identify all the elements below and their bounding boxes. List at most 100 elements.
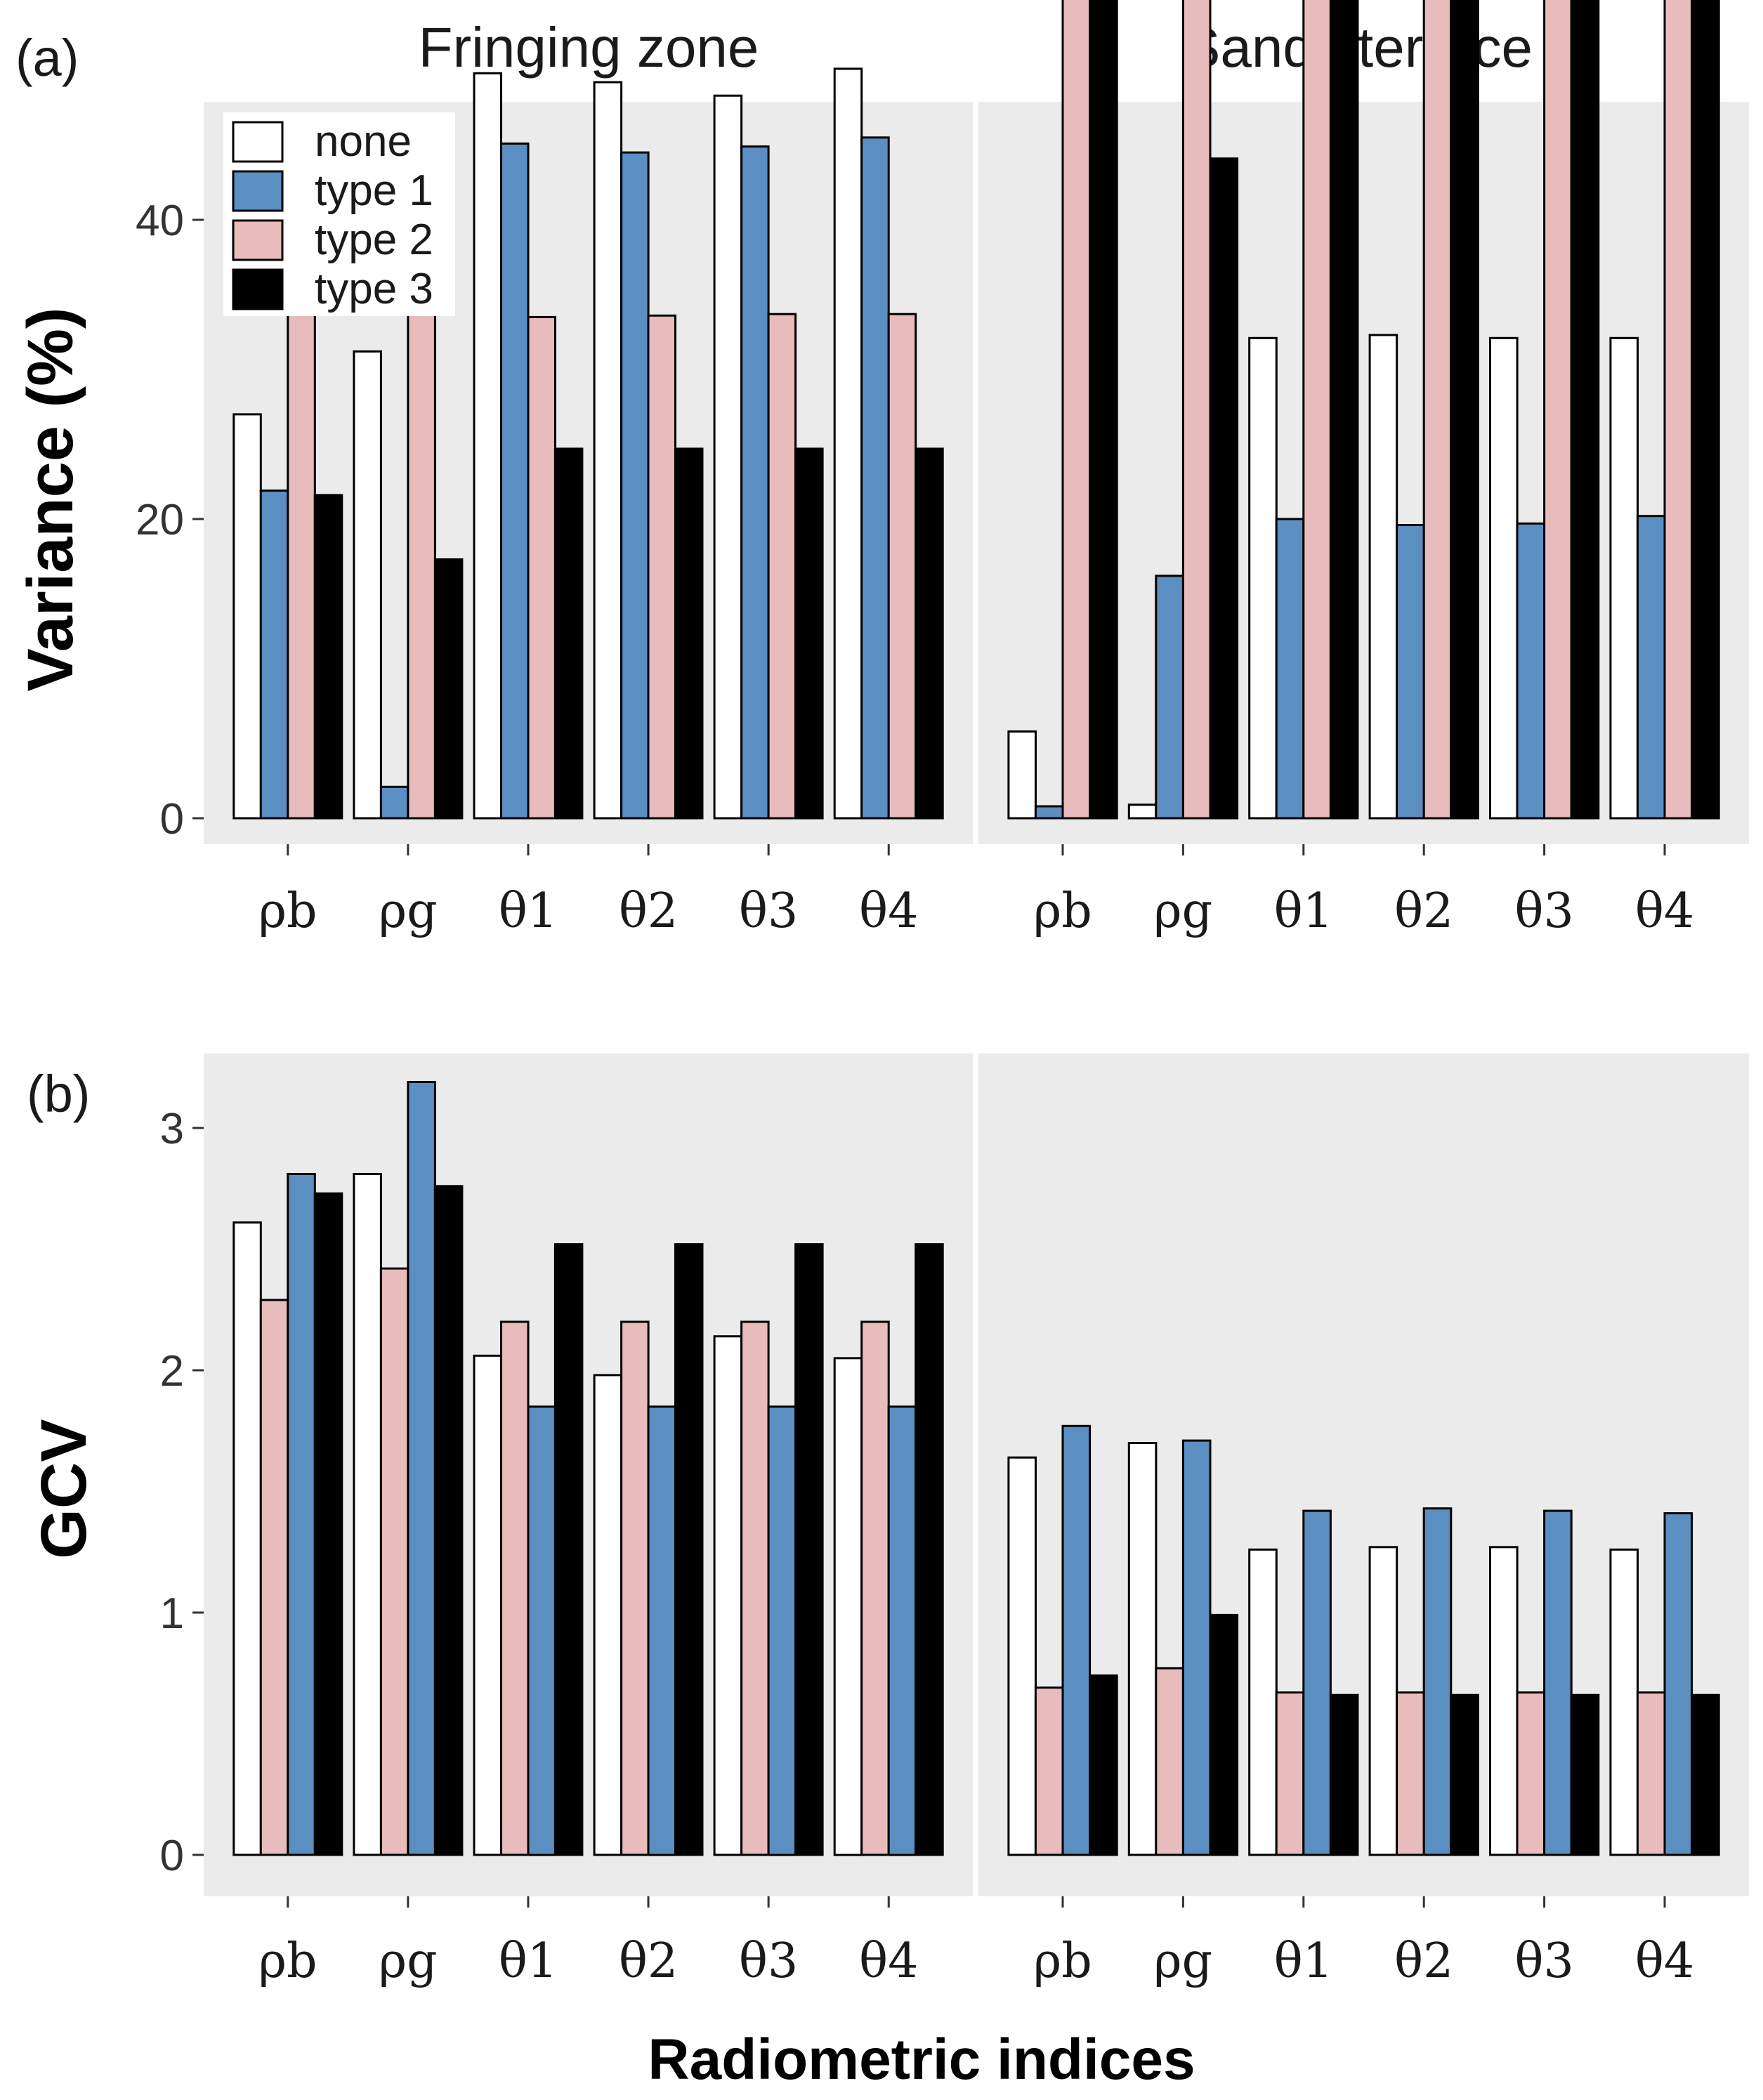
bar-type-3-theta3-fringing-zone (794, 447, 824, 820)
bar-type-2-theta1-sandy-terrace (1302, 0, 1332, 820)
bar-type-3-rhob-sandy-terrace (1089, 1674, 1118, 1856)
bar-type-3-theta4-sandy-terrace (1691, 1693, 1720, 1856)
bar-type-3-theta3-sandy-terrace (1570, 0, 1600, 820)
facet-fringing-zone-b: ρb ρg θ1 θ2 θ3 θ4 (204, 1054, 973, 1989)
y-tick-label: 20 (136, 496, 184, 544)
bar-none-rhog-fringing-zone (353, 1173, 382, 1856)
x-tick-label-theta1: θ1 (1274, 1934, 1333, 1989)
x-tick-label-theta4: θ4 (1635, 1934, 1694, 1989)
bar-type-1-theta2-sandy-terrace (1422, 1507, 1453, 1856)
bar-none-theta2-sandy-terrace (1368, 334, 1398, 820)
x-tick-label-rhob: ρb (258, 884, 317, 939)
bar-type-1-theta3-sandy-terrace (1516, 522, 1546, 820)
bar-none-theta3-sandy-terrace (1489, 336, 1519, 820)
x-tick-label-theta2: θ2 (619, 884, 678, 939)
bar-type-2-theta3-fringing-zone (767, 313, 797, 820)
legend-label-type-2: type 2 (315, 216, 433, 264)
bar-none-rhog-fringing-zone (353, 350, 382, 820)
bar-type-3-rhog-fringing-zone (433, 558, 464, 820)
bar-type-1-theta1-fringing-zone (500, 142, 530, 820)
bar-type-3-rhog-sandy-terrace (1209, 157, 1239, 820)
x-tick-label-theta4: θ4 (1635, 884, 1694, 939)
bar-type-1-theta1-sandy-terrace (1302, 1509, 1332, 1856)
variance-plot-area: ρbρgθ1θ2θ3θ4ρbρgθ1θ2θ3θ40204060 (136, 0, 1749, 939)
bar-type-2-theta1-sandy-terrace (1275, 1691, 1305, 1856)
bar-type-3-theta4-fringing-zone (915, 447, 944, 820)
x-tick-label-rhog: ρg (1154, 884, 1213, 939)
bar-type-1-theta3-sandy-terrace (1543, 1509, 1573, 1856)
y-tick-label: 0 (160, 1832, 184, 1880)
legend-swatch-type-2 (232, 219, 284, 261)
x-tick-label-theta4: θ4 (859, 1934, 918, 1989)
bar-type-1-theta4-sandy-terrace (1663, 1512, 1693, 1856)
x-tick-label-rhob: ρb (1033, 884, 1092, 939)
y-tick-label: 1 (160, 1589, 184, 1638)
bar-type-3-theta1-fringing-zone (553, 1243, 584, 1856)
x-tick-label-theta1: θ1 (499, 1934, 558, 1989)
bar-type-3-theta1-sandy-terrace (1329, 1693, 1359, 1856)
x-tick-label-rhog: ρg (379, 1934, 438, 1989)
bar-none-rhob-sandy-terrace (1007, 730, 1037, 820)
panel-label-b: (b) (27, 1065, 90, 1123)
x-axis-label: Radiometric indices (648, 2028, 1195, 2092)
bar-type-1-theta4-fringing-zone (887, 1405, 917, 1856)
bar-type-1-theta2-fringing-zone (647, 1405, 676, 1856)
bar-type-3-theta2-fringing-zone (674, 1243, 704, 1856)
bar-type-3-theta4-sandy-terrace (1691, 0, 1720, 820)
bar-type-2-rhog-fringing-zone (407, 310, 436, 820)
y-tick-label: 2 (160, 1347, 184, 1396)
bar-type-1-theta2-sandy-terrace (1396, 524, 1425, 820)
bar-none-theta3-sandy-terrace (1489, 1546, 1519, 1856)
bar-type-1-rhob-sandy-terrace (1061, 1424, 1092, 1856)
bar-type-3-rhog-fringing-zone (433, 1185, 464, 1856)
legend-label-type-1: type 1 (315, 166, 433, 215)
bar-type-2-rhog-sandy-terrace (1181, 0, 1212, 820)
x-tick-label-rhob: ρb (1033, 1934, 1092, 1989)
bar-type-1-theta3-fringing-zone (767, 1405, 797, 1856)
bar-type-2-theta1-fringing-zone (527, 315, 556, 820)
x-tick-label-rhog: ρg (379, 884, 438, 939)
bar-type-2-theta3-sandy-terrace (1516, 1691, 1546, 1856)
bar-type-1-theta4-sandy-terrace (1636, 515, 1666, 820)
bar-none-theta4-fringing-zone (833, 67, 863, 820)
bar-type-1-rhob-fringing-zone (287, 1173, 316, 1856)
x-tick-label-theta2: θ2 (1394, 1934, 1453, 1989)
bar-type-3-theta2-fringing-zone (674, 447, 704, 820)
bar-none-theta1-sandy-terrace (1248, 336, 1278, 820)
gcv-panel: (b) GCV ρb ρg θ1 θ2 θ3 θ4 ρb ρg θ1 θ2 θ3 θ4 0 1 2 3 (27, 1054, 1749, 1989)
bar-none-theta4-fringing-zone (833, 1357, 863, 1856)
bar-type-2-theta2-fringing-zone (620, 1320, 650, 1856)
bar-type-2-theta3-fringing-zone (740, 1320, 770, 1856)
bar-type-3-theta2-sandy-terrace (1450, 1693, 1479, 1856)
bar-type-2-rhog-sandy-terrace (1155, 1667, 1184, 1856)
bar-type-1-rhog-fringing-zone (379, 785, 409, 820)
bar-type-3-theta1-fringing-zone (553, 447, 584, 820)
panel-label-a: (a) (15, 29, 79, 87)
bar-type-2-rhob-fringing-zone (287, 251, 316, 820)
x-tick-label-theta2: θ2 (619, 1934, 678, 1989)
bar-type-2-theta1-fringing-zone (500, 1320, 530, 1856)
x-tick-label-rhob: ρb (258, 1934, 317, 1989)
x-tick-label-theta2: θ2 (1394, 884, 1453, 939)
bar-type-1-theta2-fringing-zone (620, 151, 650, 820)
x-tick-label-theta3: θ3 (1515, 1934, 1574, 1989)
bar-type-3-rhog-sandy-terrace (1209, 1613, 1239, 1856)
y-axis-label-variance: Variance (%) (15, 307, 86, 691)
bar-type-1-theta1-sandy-terrace (1275, 518, 1305, 820)
bar-type-1-rhog-fringing-zone (407, 1081, 436, 1856)
bar-type-3-theta2-sandy-terrace (1450, 0, 1479, 820)
bar-type-1-rhob-sandy-terrace (1034, 805, 1064, 820)
bar-none-rhog-sandy-terrace (1127, 1442, 1158, 1856)
variance-panel: (a) Fringing zone Sandy terrace Variance… (15, 0, 1749, 939)
y-tick-label: 40 (136, 197, 184, 245)
bar-type-2-rhob-sandy-terrace (1034, 1686, 1064, 1856)
x-tick-label-theta1: θ1 (499, 884, 558, 939)
bar-type-3-rhob-fringing-zone (313, 1192, 343, 1856)
bar-none-rhob-fringing-zone (232, 413, 262, 820)
bar-type-2-theta2-fringing-zone (647, 314, 676, 820)
bar-type-1-rhog-sandy-terrace (1155, 575, 1184, 820)
bar-type-2-rhob-sandy-terrace (1061, 0, 1092, 820)
legend-swatch-type-1 (232, 170, 284, 212)
bar-type-3-rhob-sandy-terrace (1089, 0, 1118, 820)
